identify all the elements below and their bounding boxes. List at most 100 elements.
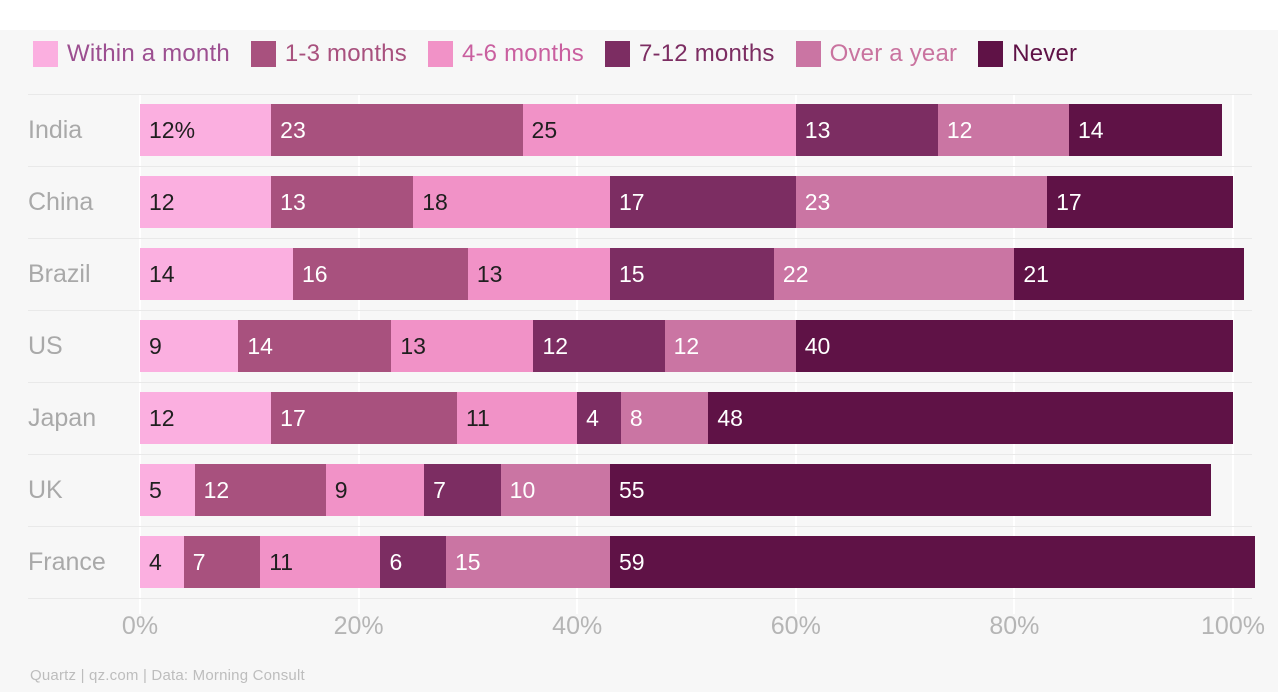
legend-swatch-icon: [250, 41, 276, 67]
bar-segment: 15: [446, 536, 610, 588]
bar-segment: 21: [1014, 248, 1244, 300]
stacked-bar: 12% 23 25 13 12 14: [140, 104, 1223, 156]
x-axis-tick-label: 40%: [552, 612, 603, 640]
bar-segment: 12: [140, 176, 272, 228]
legend-label: Over a year: [829, 40, 958, 67]
bar-segment: 59: [609, 536, 1255, 588]
x-axis: 0% 20% 40% 60% 80% 100%: [0, 612, 1278, 644]
legend: Within a month 1-3 months 4-6 months 7-12 m…: [33, 40, 1077, 68]
vertical-gridline: [1232, 94, 1234, 614]
bar-segment: 4: [577, 392, 621, 444]
bar-segment: 7: [183, 536, 261, 588]
category-label: France: [28, 548, 106, 576]
bar-segment: 12: [533, 320, 665, 372]
x-axis-tick-label: 20%: [333, 612, 384, 640]
bar-segment: 4: [140, 536, 184, 588]
x-axis-tick-label: 0%: [121, 612, 159, 640]
legend-swatch-icon: [978, 41, 1004, 67]
bar-segment: 12: [664, 320, 796, 372]
legend-label: 4-6 months: [461, 40, 584, 67]
bar-row: India 12% 23 25 13 12 14: [0, 96, 1278, 168]
bar-segment: 16: [293, 248, 468, 300]
bar-segment: 22: [773, 248, 1015, 300]
bar-segment: 40: [795, 320, 1233, 372]
row-separator: [28, 238, 1252, 239]
bar-segment: 17: [609, 176, 796, 228]
bar-segment: 14: [238, 320, 392, 372]
row-separator: [28, 382, 1252, 383]
category-label: India: [28, 116, 83, 144]
legend-item: 7-12 months: [605, 40, 775, 68]
legend-swatch-icon: [427, 41, 453, 67]
bar-segment: 48: [708, 392, 1233, 444]
legend-item: Over a year: [795, 40, 958, 68]
x-axis-tick-label: 80%: [989, 612, 1040, 640]
bar-segment: 11: [260, 536, 381, 588]
stacked-bar: 9 14 13 12 12 40: [140, 320, 1233, 372]
stacked-bar: 5 12 9 7 10 55: [140, 464, 1212, 516]
bar-row: Brazil 14 16 13 15 22 21: [0, 240, 1278, 312]
stacked-bar: 12 17 11 4 8 48: [140, 392, 1233, 444]
bar-segment: 13: [391, 320, 534, 372]
bar-segment: 6: [380, 536, 447, 588]
bar-row: China 12 13 18 17 23 17: [0, 168, 1278, 240]
row-separator: [28, 310, 1252, 311]
bar-segment: 10: [500, 464, 610, 516]
bar-segment: 12: [140, 392, 272, 444]
x-axis-tick-label: 60%: [770, 612, 821, 640]
legend-swatch-icon: [605, 41, 630, 67]
bar-segment: 25: [522, 104, 796, 156]
bottom-margin: [0, 692, 1278, 700]
bar-segment: 7: [424, 464, 501, 516]
stacked-bar: 14 16 13 15 22 21: [140, 248, 1244, 300]
legend-label: 7-12 months: [639, 40, 775, 67]
legend-item: 1-3 months: [250, 40, 407, 68]
bar-row: France 4 7 11 6 15 59: [0, 528, 1278, 600]
bar-row: UK 5 12 9 7 10 55: [0, 456, 1278, 528]
legend-swatch-icon: [795, 41, 821, 67]
bar-segment: 13: [795, 104, 938, 156]
bar-row: US 9 14 13 12 12 40: [0, 312, 1278, 384]
row-separator: [28, 94, 1252, 95]
bar-segment: 12%: [140, 104, 272, 156]
bar-segment: 13: [271, 176, 414, 228]
row-separator: [28, 598, 1252, 599]
bar-segment: 12: [937, 104, 1070, 156]
legend-label: Within a month: [67, 40, 230, 67]
bar-segment: 9: [325, 464, 425, 516]
category-label: US: [28, 332, 63, 360]
bar-segment: 11: [456, 392, 578, 444]
legend-item: Within a month: [33, 40, 230, 68]
legend-label: 1-3 months: [284, 40, 407, 67]
bar-segment: 23: [271, 104, 523, 156]
category-label: China: [28, 188, 94, 216]
stacked-bar: 12 13 18 17 23 17: [140, 176, 1233, 228]
bar-segment: 23: [795, 176, 1048, 228]
bar-row: Japan 12 17 11 4 8 48: [0, 384, 1278, 456]
source-attribution: Quartz | qz.com | Data: Morning Consult: [30, 667, 305, 684]
row-separator: [28, 526, 1252, 527]
row-separator: [28, 454, 1252, 455]
bar-segment: 9: [140, 320, 239, 372]
bar-segment: 12: [194, 464, 326, 516]
legend-swatch-icon: [33, 41, 58, 67]
bar-segment: 17: [271, 392, 457, 444]
legend-item: Never: [978, 40, 1077, 68]
bar-segment: 14: [1069, 104, 1223, 156]
legend-item: 4-6 months: [427, 40, 584, 68]
row-separator: [28, 166, 1252, 167]
bar-segment: 5: [140, 464, 195, 516]
category-label: Japan: [28, 404, 97, 432]
legend-label: Never: [1012, 40, 1078, 67]
category-label: Brazil: [28, 260, 91, 288]
category-label: UK: [28, 476, 63, 504]
bar-segment: 14: [140, 248, 294, 300]
x-axis-tick-label: 100%: [1201, 612, 1265, 640]
stacked-bar: 4 7 11 6 15 59: [140, 536, 1255, 588]
bar-segment: 18: [413, 176, 610, 228]
bar-segment: 13: [467, 248, 610, 300]
bar-segment: 8: [620, 392, 709, 444]
bar-segment: 15: [609, 248, 774, 300]
bar-segment: 17: [1047, 176, 1233, 228]
